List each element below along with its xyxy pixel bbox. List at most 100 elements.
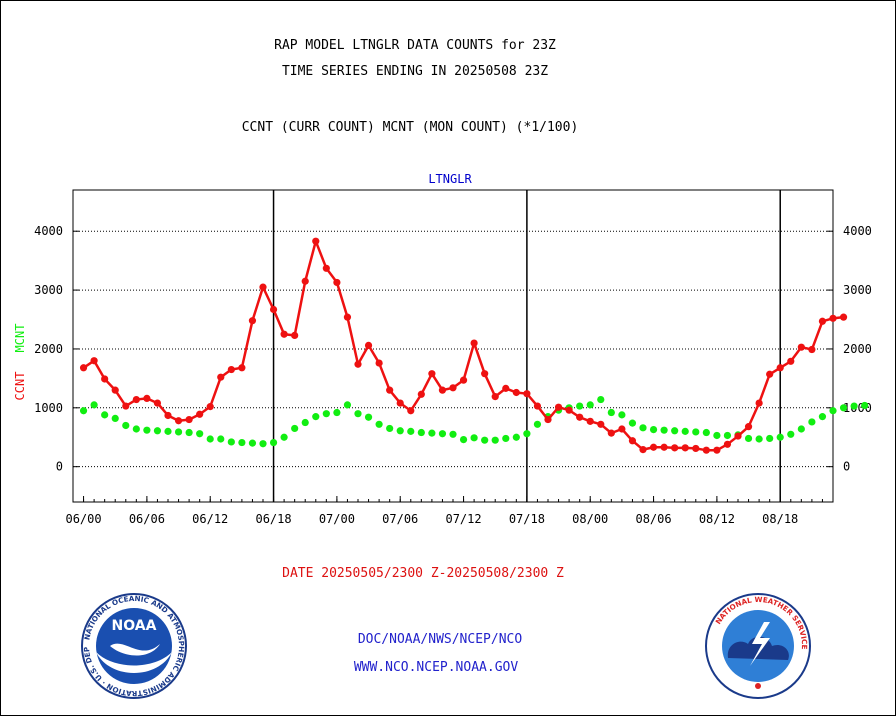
point-mcnt-68 [797,425,805,433]
point-mcnt-52 [628,419,637,427]
point-mcnt-30 [396,427,404,435]
point-ccnt-71 [829,314,837,322]
point-mcnt-36 [459,436,468,444]
point-ccnt-52 [628,437,637,445]
x-tick-label-08-00: 08/00 [572,512,608,526]
point-mcnt-51 [618,411,626,419]
point-mcnt-53 [639,424,647,432]
point-ccnt-56 [671,444,679,452]
point-mcnt-15 [238,438,246,447]
date-range-label: DATE 20250505/2300 Z-20250508/2300 Z [282,566,564,581]
point-ccnt-57 [681,444,689,452]
point-ccnt-46 [565,406,573,414]
x-tick-label-08-18: 08/18 [762,512,798,526]
point-mcnt-41 [512,433,520,441]
point-ccnt-68 [797,343,805,351]
point-ccnt-58 [692,444,700,453]
point-ccnt-19 [280,330,288,338]
point-ccnt-7 [153,399,162,407]
y-tick-label-left-0: 0 [56,460,63,474]
point-mcnt-73 [850,402,858,410]
noaa-logo-icon: NATIONAL OCEANIC AND ATMOSPHERIC ADMINIS… [80,592,187,699]
point-mcnt-21 [301,418,309,427]
point-ccnt-9 [174,417,183,425]
point-ccnt-30 [396,399,404,407]
point-mcnt-16 [248,439,257,447]
point-ccnt-49 [597,420,605,428]
chart-title-line1: RAP MODEL LTNGLR DATA COUNTS for 23Z [274,38,556,53]
x-tick-label-06-18: 06/18 [255,512,291,526]
point-ccnt-31 [407,407,415,415]
point-ccnt-48 [586,417,594,425]
point-ccnt-47 [576,413,584,421]
chart-area: 0 0 1000 1000 2000 2000 3000 3000 4000 4000 06/00 0… [34,189,872,526]
point-ccnt-64 [755,399,763,407]
point-ccnt-20 [291,331,299,340]
y-tick-label-right-0: 0 [843,460,850,474]
grid-lines [73,230,833,468]
point-mcnt-23 [322,410,330,418]
footer-website-link[interactable]: WWW.NCO.NCEP.NOAA.GOV [353,660,519,675]
x-tick-label-08-12: 08/12 [699,512,735,526]
point-ccnt-65 [766,370,774,378]
chart-title-line2: TIME SERIES ENDING IN 20250508 23Z [281,64,549,79]
point-ccnt-42 [523,390,531,398]
point-mcnt-18 [269,438,278,447]
y-tick-label-right-2000: 2000 [843,342,872,356]
point-ccnt-63 [744,423,753,431]
point-ccnt-40 [502,384,510,392]
point-ccnt-35 [449,384,457,392]
point-mcnt-25 [343,401,352,409]
point-mcnt-48 [586,401,594,409]
x-tick-label-07-00: 07/00 [319,512,355,526]
point-ccnt-38 [481,370,489,378]
point-mcnt-66 [776,433,784,441]
point-mcnt-69 [808,418,816,426]
point-mcnt-34 [438,430,447,438]
point-ccnt-10 [185,415,193,424]
point-mcnt-35 [449,430,457,438]
point-mcnt-63 [744,434,753,443]
y-tick-label-right-1000: 1000 [843,401,872,415]
point-ccnt-36 [459,376,468,384]
point-ccnt-29 [386,386,394,394]
point-ccnt-37 [470,339,478,347]
point-mcnt-28 [375,420,383,428]
point-ccnt-3 [111,386,119,394]
point-mcnt-72 [839,404,848,412]
point-mcnt-27 [364,413,373,421]
y-tick-label-right-4000: 4000 [843,224,872,238]
point-mcnt-37 [470,434,478,442]
point-mcnt-20 [291,424,299,433]
point-ccnt-59 [702,446,710,454]
footer-org-line: DOC/NOAA/NWS/NCEP/NCO [357,632,523,647]
point-mcnt-12 [206,435,214,443]
point-mcnt-38 [481,436,489,444]
point-ccnt-60 [713,446,721,454]
nws-logo-icon: NATIONAL WEATHER SERVICE [705,593,811,699]
y-tick-label-left-3000: 3000 [34,283,63,297]
point-mcnt-61 [723,431,732,440]
y-tick-label-left-1000: 1000 [34,401,63,415]
noaa-center-text: NOAA [112,618,157,634]
point-ccnt-66 [776,364,784,372]
point-mcnt-5 [132,425,140,433]
point-ccnt-13 [217,373,225,381]
point-ccnt-50 [607,429,615,437]
point-mcnt-56 [671,427,679,435]
axis-ticks: 0 0 1000 1000 2000 2000 3000 3000 4000 4000 06/00 0… [34,224,872,526]
x-tick-label-06-06: 06/06 [129,512,165,526]
point-ccnt-24 [333,278,341,287]
x-tick-label-07-06: 07/06 [382,512,418,526]
point-ccnt-17 [259,283,267,291]
point-ccnt-67 [787,357,795,365]
chart-subtitle: CCNT (CURR COUNT) MCNT (MON COUNT) (*1/1… [241,120,579,135]
point-mcnt-10 [185,428,193,437]
point-ccnt-6 [143,394,151,402]
point-ccnt-54 [649,443,658,451]
point-mcnt-24 [333,408,341,417]
point-mcnt-4 [122,421,130,430]
point-mcnt-40 [502,434,510,443]
point-mcnt-74 [861,401,869,410]
point-ccnt-70 [818,317,827,325]
